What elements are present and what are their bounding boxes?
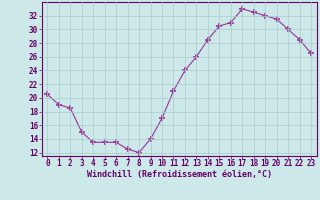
X-axis label: Windchill (Refroidissement éolien,°C): Windchill (Refroidissement éolien,°C) bbox=[87, 170, 272, 179]
